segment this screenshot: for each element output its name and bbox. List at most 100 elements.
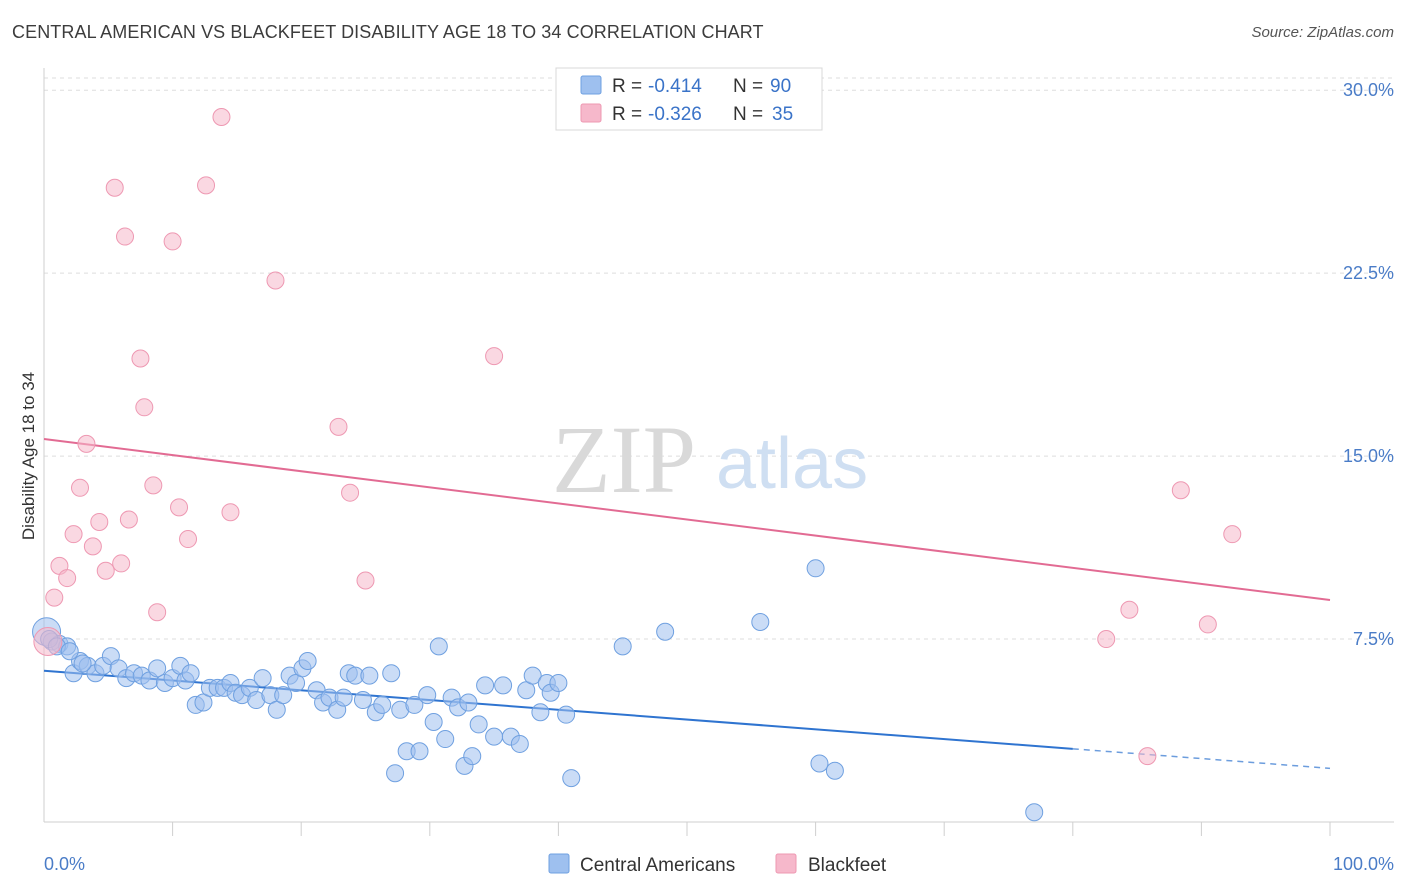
point-central-americans [463,747,482,766]
point-central-americans [436,730,455,749]
point-central-americans [382,664,401,683]
point-central-americans [476,676,495,695]
point-central-americans [810,754,829,773]
point-central-americans [148,659,167,678]
point-blackfeet [83,537,102,556]
legend-n-label-2: N = [733,104,763,125]
point-blackfeet [96,561,115,580]
x-tick-labels: 0.0% 100.0% [44,854,1394,874]
point-blackfeet [148,603,167,622]
point-central-americans [373,695,392,714]
point-central-americans [405,695,424,714]
point-central-americans [353,691,372,710]
point-central-americans [469,715,488,734]
legend-swatch-central-americans [580,75,602,95]
legend-swatch-blackfeet [580,103,602,123]
point-blackfeet [1097,630,1116,649]
y-tick-labels: 7.5% 15.0% 22.5% 30.0% [1343,80,1394,649]
point-blackfeet [116,227,135,246]
point-central-americans [485,727,504,746]
point-central-americans [494,676,513,695]
point-blackfeet [212,108,231,127]
point-central-americans [459,693,478,712]
point-blackfeet [1120,600,1139,619]
y-axis-label: Disability Age 18 to 34 [19,372,38,540]
x-tick-max: 100.0% [1333,854,1394,874]
grid-lines [44,77,1394,640]
source-label: Source: ZipAtlas.com [1251,24,1394,41]
legend: R = -0.414 N = 90 R = -0.326 N = 35 [555,67,823,131]
watermark: ZIP atlas [552,406,868,513]
point-blackfeet [1138,747,1157,766]
point-central-americans [825,761,844,780]
legend-r-value-1: -0.414 [648,76,702,97]
point-blackfeet [356,571,375,590]
point-blackfeet [71,478,90,497]
point-blackfeet [221,503,240,522]
point-blackfeet [197,176,216,195]
y-tick-label: 15.0% [1343,446,1394,466]
point-central-americans [562,769,581,788]
y-tick-label: 7.5% [1353,629,1394,649]
point-blackfeet [1223,525,1242,544]
point-central-americans [274,686,293,705]
bottom-legend-central-americans: Central Americans [580,855,735,876]
point-central-americans [410,742,429,761]
bottom-legend-swatch-blackfeet [775,853,797,874]
point-central-americans [549,673,568,692]
y-tick-label: 30.0% [1343,80,1394,100]
point-blackfeet [485,347,504,366]
point-central-americans [557,705,576,724]
trend-line-extension [1072,748,1331,770]
y-tick-label: 22.5% [1343,263,1394,283]
point-central-americans [429,637,448,656]
legend-n-value-2: 35 [772,104,793,125]
watermark-atlas: atlas [716,424,868,504]
point-blackfeet [105,178,124,197]
legend-r-label-1: R = [612,76,642,97]
point-blackfeet [112,554,131,573]
point-blackfeet [90,512,109,531]
point-central-americans [386,764,405,783]
trend-line [43,438,1331,602]
point-blackfeet [170,498,189,517]
point-blackfeet [144,476,163,495]
point-central-americans [613,637,632,656]
point-blackfeet [266,271,285,290]
point-blackfeet [119,510,138,529]
point-blackfeet [329,417,348,436]
point-central-americans [334,688,353,707]
point-blackfeet [131,349,150,368]
point-central-americans [418,686,437,705]
legend-n-label-1: N = [733,76,763,97]
point-central-americans [73,654,92,673]
point-central-americans [298,652,317,671]
data-points [32,108,1242,822]
point-blackfeet [33,626,63,656]
axes [43,68,1394,836]
point-central-americans [360,666,379,685]
point-central-americans [424,712,443,731]
point-blackfeet [135,398,154,417]
x-tick-min: 0.0% [44,854,85,874]
bottom-legend: Central Americans Blackfeet [548,853,887,876]
watermark-zip: ZIP [552,406,696,513]
point-blackfeet [1198,615,1217,634]
point-blackfeet [341,483,360,502]
legend-r-value-2: -0.326 [648,104,702,125]
point-blackfeet [45,588,64,607]
point-central-americans [751,612,770,631]
point-blackfeet [58,569,77,588]
point-central-americans [806,559,825,578]
point-central-americans [253,669,272,688]
legend-r-label-2: R = [612,104,642,125]
bottom-legend-blackfeet: Blackfeet [808,855,887,876]
point-central-americans [523,666,542,685]
point-central-americans [1025,803,1044,822]
point-central-americans [60,642,79,661]
point-central-americans [531,703,550,722]
point-blackfeet [163,232,182,251]
point-blackfeet [179,530,198,549]
point-blackfeet [1171,481,1190,500]
point-blackfeet [64,525,83,544]
